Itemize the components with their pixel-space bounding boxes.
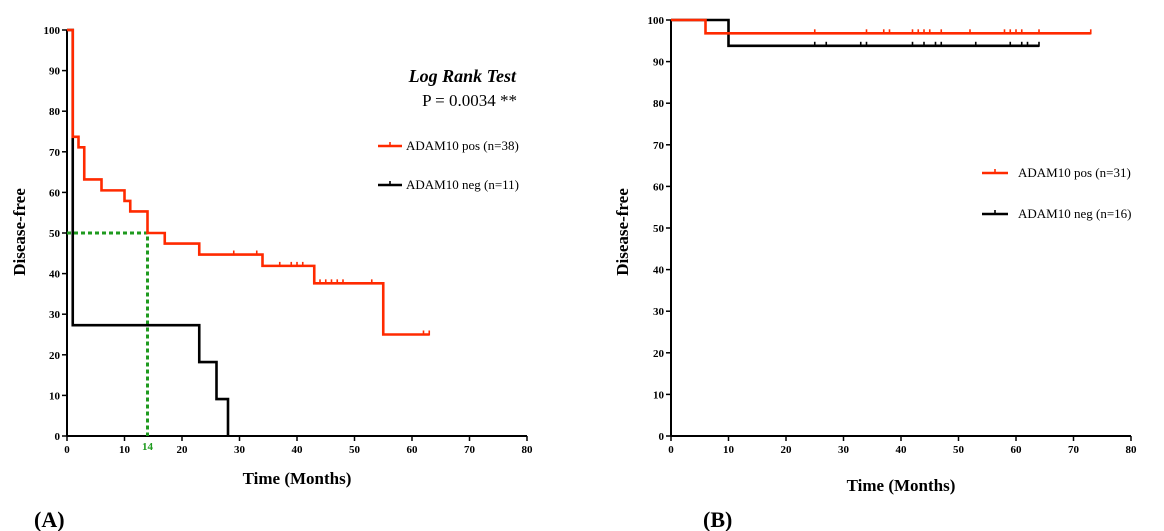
y-tick-label: 40: [653, 265, 665, 277]
x-tick-label: 30: [838, 444, 850, 456]
y-tick-label: 70: [653, 140, 665, 152]
y-tick-label: 30: [653, 306, 665, 318]
y-tick-label: 50: [653, 223, 665, 235]
legend-entry: ADAM10 pos (n=38): [406, 138, 519, 153]
x-tick-label: 80: [1126, 444, 1138, 456]
x-tick-label: 0: [64, 444, 70, 456]
panel-a-xlabel: Time (Months): [243, 469, 352, 488]
panel-a-ylabel: Disease-free: [10, 188, 29, 276]
panel-b-ylabel: Disease-free: [613, 188, 632, 276]
median-survival-label: 14: [142, 441, 154, 453]
legend-entry: ADAM10 pos (n=31): [1018, 165, 1131, 180]
panel-b-xlabel: Time (Months): [847, 476, 956, 495]
y-tick-label: 20: [653, 348, 665, 360]
y-tick-label: 50: [49, 228, 61, 240]
y-tick-label: 0: [55, 431, 61, 443]
y-tick-label: 0: [659, 431, 665, 443]
y-tick-label: 60: [49, 187, 61, 199]
y-tick-label: 80: [49, 106, 61, 118]
log-rank-title: Log Rank Test: [408, 66, 517, 86]
y-tick-label: 70: [49, 147, 61, 159]
y-tick-label: 90: [653, 57, 665, 69]
x-tick-label: 70: [1068, 444, 1080, 456]
y-tick-label: 100: [44, 25, 61, 37]
survival-curve-pos: [671, 18, 1091, 35]
y-tick-label: 20: [49, 350, 61, 362]
panel-a-plot-area: 14: [67, 28, 431, 453]
x-tick-label: 50: [349, 444, 361, 456]
y-tick-label: 60: [653, 181, 665, 193]
y-tick-label: 10: [653, 389, 665, 401]
panel-b: Disease-free Time (Months) (B) 0 10 20 30 40…: [613, 15, 1137, 531]
panel-b-label: (B): [703, 507, 732, 531]
y-tick-label: 40: [49, 269, 61, 281]
panel-b-plot-area: [671, 18, 1092, 48]
survival-curve-pos: [67, 28, 430, 336]
y-tick-label: 100: [648, 15, 665, 27]
median-survival-guide: [67, 231, 149, 436]
x-tick-label: 60: [407, 444, 419, 456]
x-tick-label: 80: [522, 444, 534, 456]
x-tick-label: 40: [896, 444, 908, 456]
x-tick-label: 10: [119, 444, 131, 456]
x-tick-label: 70: [464, 444, 476, 456]
panel-b-axes: 0 10 20 30 40 50 60 70 80 90 100 0 10 20 30 40 50 60 70 80: [648, 15, 1138, 456]
x-tick-label: 10: [723, 444, 735, 456]
y-tick-label: 80: [653, 98, 665, 110]
x-tick-label: 40: [292, 444, 304, 456]
y-tick-label: 10: [49, 390, 61, 402]
x-tick-label: 50: [953, 444, 965, 456]
legend-entry: ADAM10 neg (n=11): [406, 177, 519, 192]
log-rank-p-value: P = 0.0034 **: [422, 91, 517, 110]
panel-b-legend: ADAM10 pos (n=31) ADAM10 neg (n=16): [982, 165, 1131, 221]
panel-a-label: (A): [34, 507, 65, 531]
x-tick-label: 20: [177, 444, 189, 456]
panel-a-axes: 0 10 20 30 40 50 60 70 80 90 100 0 10 20 30 40 50 60 70 80: [44, 25, 534, 456]
panel-a: Disease-free Time (Months) (A) Log Rank …: [10, 25, 533, 531]
x-tick-label: 30: [234, 444, 246, 456]
x-tick-label: 20: [781, 444, 793, 456]
y-tick-label: 90: [49, 66, 61, 78]
y-tick-label: 30: [49, 309, 61, 321]
x-tick-label: 0: [668, 444, 674, 456]
legend-entry: ADAM10 neg (n=16): [1018, 206, 1131, 221]
panel-a-legend: ADAM10 pos (n=38) ADAM10 neg (n=11): [378, 138, 519, 192]
x-tick-label: 60: [1011, 444, 1023, 456]
